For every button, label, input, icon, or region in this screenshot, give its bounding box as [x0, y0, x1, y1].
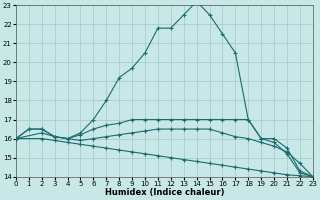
X-axis label: Humidex (Indice chaleur): Humidex (Indice chaleur): [105, 188, 224, 197]
